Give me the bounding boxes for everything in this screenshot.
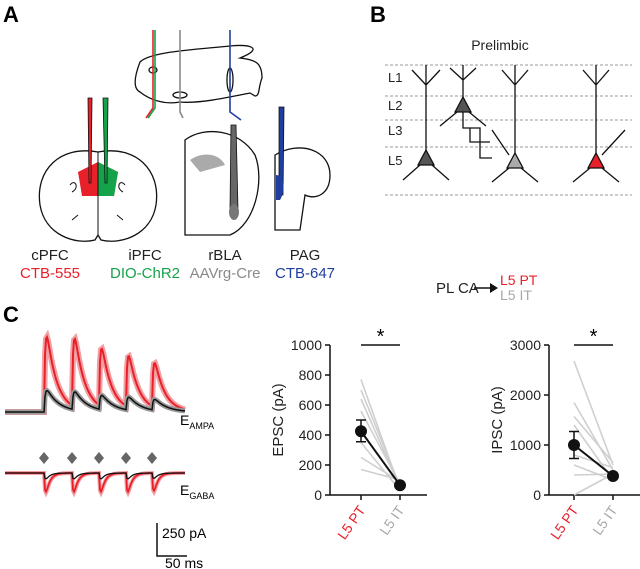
y-tick-label: 0: [533, 487, 541, 503]
scale-time: 50 ms: [165, 555, 203, 569]
coronal-bla-section: [184, 124, 260, 236]
mean-line: [360, 430, 401, 486]
region-name: PAG: [290, 247, 321, 264]
y-tick-label: 400: [299, 427, 323, 443]
stimulus-diamond-icon: [121, 452, 131, 464]
layer-labels: L1 L2 L3 L5: [388, 70, 402, 168]
neurons: [402, 65, 626, 183]
cell-pair-line: [360, 441, 401, 492]
stimulus-diamond-icon: [67, 452, 77, 464]
layer-label: L2: [388, 98, 402, 113]
gaba-trace-it: [5, 472, 185, 480]
region-name: iPFC: [128, 247, 162, 264]
layer-label: L5: [388, 153, 402, 168]
y-tick-label: 200: [299, 457, 323, 473]
mean-point: [607, 470, 619, 482]
x-tick-label: L5 IT: [376, 502, 408, 538]
target-label-it: L5 IT: [500, 287, 532, 303]
panel-label-a: A: [3, 2, 19, 27]
region-title: Prelimbic: [471, 37, 529, 53]
panel-label-b: B: [370, 2, 386, 27]
cell-pair-line: [573, 473, 614, 496]
cell-pair-line: [573, 473, 614, 476]
x-tick-label: L5 PT: [547, 502, 582, 542]
region-name: cPFC: [31, 247, 69, 264]
ampa-label: EAMPA: [180, 412, 214, 431]
region-tracer: CTB-647: [275, 265, 335, 282]
current-traces: [5, 329, 186, 498]
arrow-head-icon: [490, 283, 498, 293]
region-labels: cPFC CTB-555 iPFC DIO-ChR2 rBLA AAVrg-Cr…: [20, 247, 335, 282]
y-axis-label: EPSC (pA): [270, 383, 287, 456]
cell-pair-line: [360, 389, 401, 487]
source-label: PL CA: [436, 280, 479, 297]
y-tick-label: 800: [299, 367, 323, 383]
region-tracer: AAVrg-Cre: [190, 265, 261, 282]
gaba-label: EGABA: [180, 482, 214, 501]
cell-pair-line: [573, 402, 614, 471]
cell-pair-line: [360, 410, 401, 485]
significance-star: *: [377, 326, 385, 348]
gaba-label-sub: GABA: [189, 491, 214, 501]
y-tick-label: 1000: [291, 337, 322, 353]
y-tick-label: 1000: [510, 437, 541, 453]
target-label-pt: L5 PT: [500, 272, 538, 288]
mean-point: [355, 425, 367, 438]
y-tick-label: 3000: [510, 337, 541, 353]
region-tracer: DIO-ChR2: [110, 265, 180, 282]
cell-pair-line: [573, 415, 614, 464]
ampa-label-main: E: [180, 412, 189, 428]
sagittal-brain: [134, 30, 263, 121]
region-name: rBLA: [208, 247, 241, 264]
y-tick-label: 600: [299, 397, 323, 413]
region-tracer: CTB-555: [20, 265, 80, 282]
scale-bar: [156, 523, 187, 557]
stimulus-diamond-icon: [94, 452, 104, 464]
y-axis-label: IPSC (pA): [489, 386, 506, 454]
ampa-trace-it: [5, 389, 186, 413]
layer-label: L3: [388, 123, 402, 138]
x-tick-label: L5 IT: [589, 502, 621, 538]
panel-label-c: C: [3, 302, 19, 327]
gaba-label-main: E: [180, 482, 189, 498]
ipsc-plot: 0 1000 2000 3000 IPSC (pA) L5 PT L5 IT *: [489, 326, 640, 542]
epsc-plot: 0 200 400 600 800 1000 EPSC (pA) L5 PT L5 IT *: [270, 326, 427, 542]
ampa-label-sub: AMPA: [189, 421, 214, 431]
stimulus-diamond-icon: [147, 452, 157, 464]
coronal-pag-section: [274, 106, 331, 231]
y-tick-label: 0: [314, 487, 322, 503]
scale-amplitude: 250 pA: [162, 525, 207, 541]
significance-star: *: [590, 326, 598, 348]
cell-pair-line: [360, 468, 401, 481]
layer-label: L1: [388, 70, 402, 85]
y-tick-label: 2000: [510, 387, 541, 403]
cell-pair-line: [573, 360, 614, 466]
mean-point: [394, 479, 406, 492]
x-tick-label: L5 PT: [334, 502, 369, 542]
coronal-pfc-section: [38, 97, 158, 242]
mean-point: [568, 439, 580, 451]
stimulus-diamond-icon: [39, 452, 49, 464]
mean-line: [573, 444, 614, 477]
